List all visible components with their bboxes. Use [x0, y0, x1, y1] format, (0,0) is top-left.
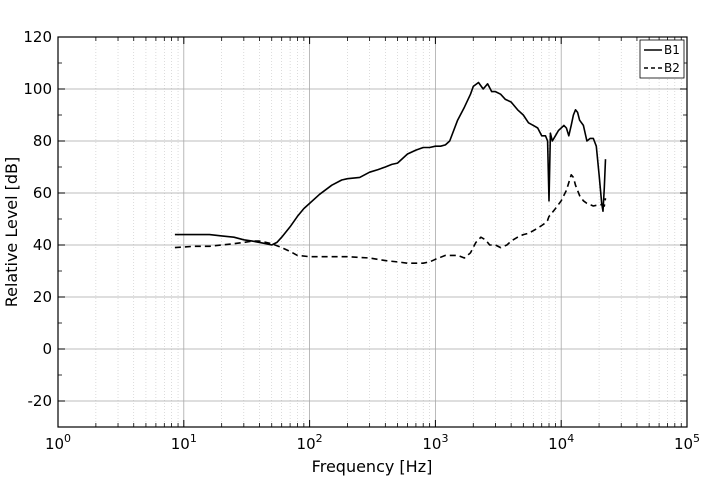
- series-line-b2: [174, 174, 607, 264]
- y-axis-title: Relative Level [dB]: [2, 157, 21, 308]
- x-tick-exponent: 5: [693, 432, 700, 445]
- x-tick-label: 102: [297, 432, 323, 453]
- series-layer: [174, 81, 607, 264]
- y-tick-labels: 120 100 80 60 40 20 0 -20: [23, 28, 52, 410]
- legend-box: [639, 39, 685, 79]
- grid-lines: [57, 36, 688, 427]
- y-tick-label: 60: [33, 184, 52, 202]
- y-tick-label: 20: [33, 288, 52, 306]
- x-tick-base: 10: [297, 435, 316, 453]
- y-tick-label: 40: [33, 236, 52, 254]
- x-tick-label: 101: [171, 432, 197, 453]
- legend: B1 B2: [639, 39, 685, 79]
- x-tick-label: 105: [674, 432, 700, 453]
- legend-label-b1: B1: [664, 43, 680, 57]
- x-tick-base: 10: [548, 435, 567, 453]
- x-tick-exponent: 1: [190, 432, 197, 445]
- x-tick-label: 100: [45, 432, 71, 453]
- y-tick-label: 0: [42, 340, 52, 358]
- plot-frame: [57, 36, 688, 428]
- x-tick-labels: 100 101 102 103 104 105: [45, 432, 700, 453]
- y-tick-label: -20: [28, 392, 53, 410]
- y-tick-label: 120: [23, 28, 52, 46]
- x-tick-base: 10: [171, 435, 190, 453]
- x-tick-exponent: 2: [316, 432, 323, 445]
- x-tick-base: 10: [674, 435, 693, 453]
- x-tick-exponent: 4: [567, 432, 574, 445]
- x-tick-exponent: 3: [441, 432, 448, 445]
- x-tick-exponent: 0: [64, 432, 71, 445]
- plot-area: [58, 37, 687, 427]
- legend-label-b2: B2: [664, 61, 680, 75]
- y-tick-label: 80: [33, 132, 52, 150]
- x-axis-title: Frequency [Hz]: [312, 457, 433, 476]
- x-tick-label: 104: [548, 432, 574, 453]
- x-tick-label: 103: [422, 432, 448, 453]
- y-tick-label: 100: [23, 80, 52, 98]
- series-line-b1: [174, 81, 607, 246]
- x-tick-base: 10: [422, 435, 441, 453]
- x-tick-base: 10: [45, 435, 64, 453]
